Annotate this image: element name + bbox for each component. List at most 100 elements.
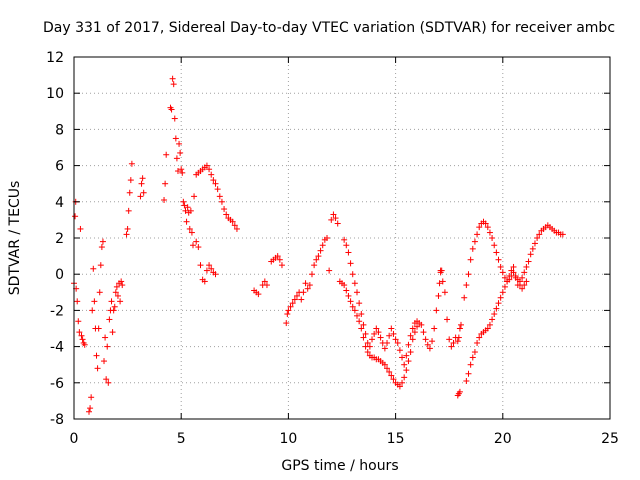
data-point — [111, 303, 118, 310]
data-point — [138, 180, 145, 187]
data-point — [287, 303, 294, 310]
data-point — [386, 368, 393, 375]
data-point — [208, 171, 215, 178]
data-point — [474, 339, 481, 346]
data-point — [182, 207, 189, 214]
data-point — [366, 343, 373, 350]
data-point — [188, 229, 195, 236]
data-point — [523, 263, 530, 270]
data-point — [201, 278, 208, 285]
data-point — [409, 325, 416, 332]
data-point — [112, 289, 119, 296]
x-tick-label: 10 — [279, 431, 297, 447]
data-point — [123, 231, 130, 238]
data-point — [341, 282, 348, 289]
data-point — [343, 287, 350, 294]
data-point — [424, 341, 431, 348]
data-point — [78, 332, 85, 339]
data-point — [364, 349, 371, 356]
data-point — [371, 330, 378, 337]
data-point — [212, 180, 219, 187]
data-point — [467, 361, 474, 368]
data-point — [354, 289, 361, 296]
data-point — [108, 298, 115, 305]
data-point — [140, 189, 147, 196]
data-point — [356, 300, 363, 307]
data-point — [187, 207, 194, 214]
data-point — [104, 343, 111, 350]
data-point — [193, 238, 200, 245]
data-point — [186, 225, 193, 232]
data-point — [341, 236, 348, 243]
data-point — [118, 278, 125, 285]
data-point — [315, 253, 322, 260]
data-point — [351, 307, 358, 314]
data-point — [105, 379, 112, 386]
y-tick-label: -8 — [50, 412, 64, 428]
data-point — [519, 285, 526, 292]
data-point — [465, 370, 472, 377]
data-point — [347, 298, 354, 305]
data-point — [422, 336, 429, 343]
data-point — [291, 296, 298, 303]
data-point — [161, 196, 168, 203]
data-point — [345, 249, 352, 256]
data-point — [491, 311, 498, 318]
y-tick-label: 10 — [46, 86, 64, 102]
axis-ticks: 0 5 10 15 20 25 -8 -6 -4 -2 0 2 4 6 8 10 12 — [46, 50, 619, 447]
data-point — [317, 247, 324, 254]
data-point — [300, 289, 307, 296]
data-point — [463, 282, 470, 289]
data-point — [414, 323, 421, 330]
data-point — [93, 352, 100, 359]
data-point — [117, 298, 124, 305]
x-tick-label: 15 — [387, 431, 405, 447]
data-point — [306, 282, 313, 289]
y-tick-label: 12 — [46, 50, 64, 66]
data-point — [293, 292, 300, 299]
data-point — [72, 213, 79, 220]
data-point — [501, 274, 508, 281]
data-point — [396, 347, 403, 354]
data-point — [191, 193, 198, 200]
data-point — [484, 325, 491, 332]
data-point — [343, 242, 350, 249]
y-tick-label: 6 — [55, 159, 64, 175]
x-tick-label: 5 — [177, 431, 186, 447]
data-point — [360, 321, 367, 328]
x-tick-label: 25 — [601, 431, 619, 447]
data-point — [495, 256, 502, 263]
data-point — [420, 329, 427, 336]
data-point — [409, 336, 416, 343]
data-point — [388, 372, 395, 379]
data-point — [486, 229, 493, 236]
data-point — [457, 321, 464, 328]
data-point — [444, 316, 451, 323]
data-point — [471, 349, 478, 356]
data-point — [177, 149, 184, 156]
data-point — [448, 343, 455, 350]
y-axis-label: SDTVAR / TECUs — [7, 181, 23, 296]
data-point — [499, 269, 506, 276]
data-point — [98, 244, 105, 251]
data-point — [401, 361, 408, 368]
data-point — [179, 169, 186, 176]
data-point — [304, 285, 311, 292]
data-point — [128, 160, 135, 167]
data-point — [519, 274, 526, 281]
data-point — [437, 267, 444, 274]
data-point — [203, 267, 210, 274]
x-axis-label: GPS time / hours — [281, 458, 398, 474]
y-tick-label: 0 — [55, 267, 64, 283]
data-point — [90, 265, 97, 272]
data-point — [426, 345, 433, 352]
data-point — [465, 271, 472, 278]
data-point — [124, 225, 131, 232]
chart-title: Day 331 of 2017, Sidereal Day-to-day VTE… — [43, 20, 615, 36]
data-point — [332, 215, 339, 222]
data-point — [506, 276, 513, 283]
data-point — [261, 278, 268, 285]
data-point — [86, 408, 93, 415]
grid — [74, 57, 610, 419]
